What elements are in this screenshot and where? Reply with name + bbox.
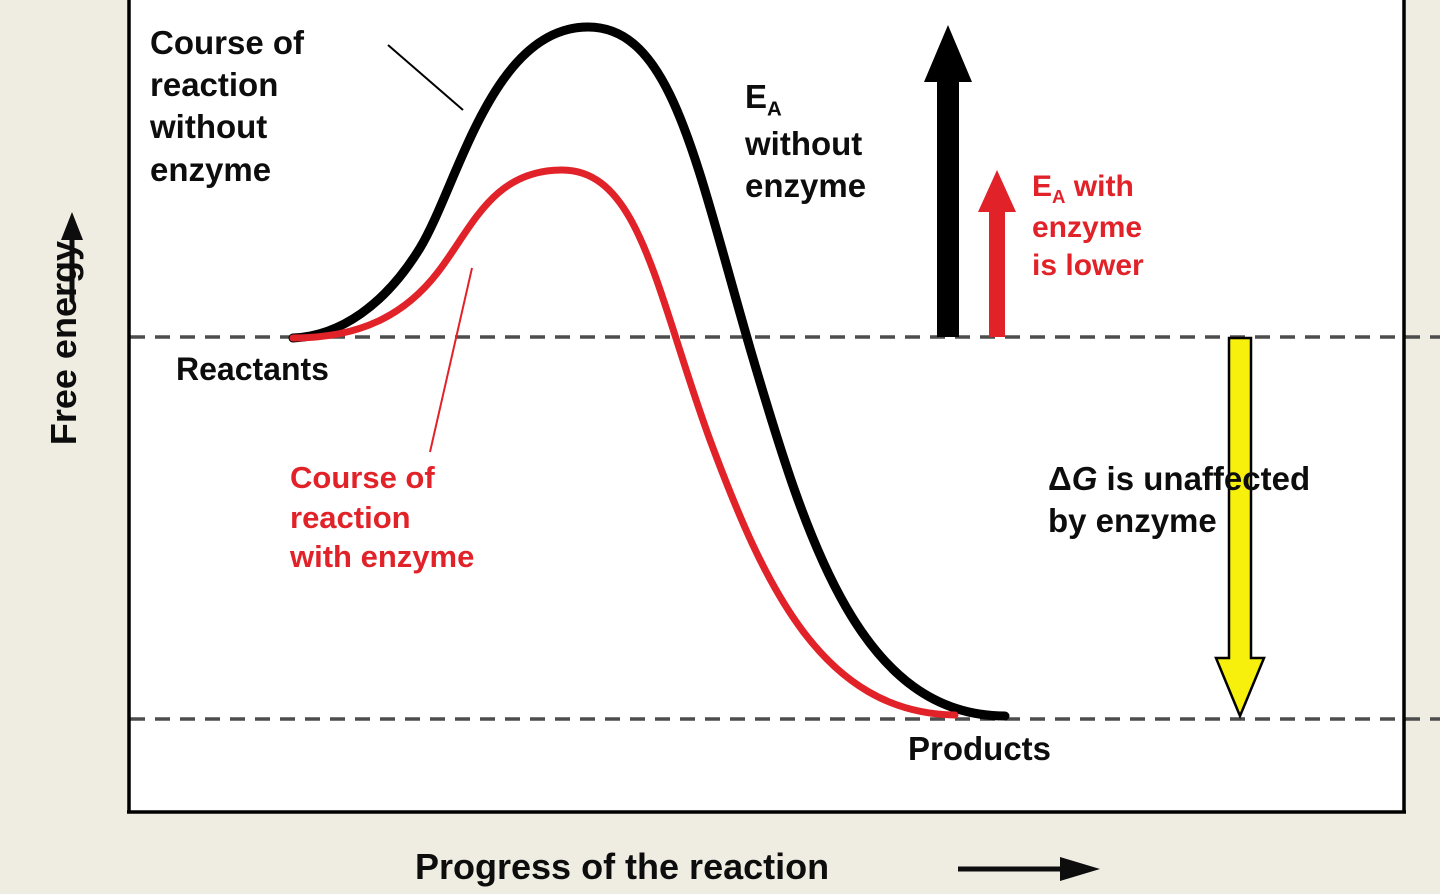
ea-subscript-red: A xyxy=(1052,186,1066,207)
course-without-enzyme-label: Course of reaction without enzyme xyxy=(150,24,305,188)
ea-symbol-red: E xyxy=(1032,170,1053,203)
delta-symbol: Δ xyxy=(1048,460,1072,497)
ea-with-text: with enzyme is lower xyxy=(1032,170,1144,283)
ea-with-enzyme-arrow xyxy=(978,170,1016,337)
delta-g-text: is unaffected by enzyme xyxy=(1048,460,1311,540)
g-symbol: G xyxy=(1071,460,1098,497)
curve-without-enzyme xyxy=(288,22,1010,721)
y-axis-label: Free energy xyxy=(43,241,84,446)
x-axis-label: Progress of the reaction xyxy=(415,846,830,887)
delta-g-label: ΔG is unaffected by enzyme xyxy=(1048,458,1310,542)
delta-g-arrow xyxy=(1214,336,1266,720)
pointer-line-without-enzyme xyxy=(387,44,464,111)
progress-arrow-head xyxy=(1060,857,1100,881)
ea-subscript: A xyxy=(767,97,782,121)
ea-without-text: without enzyme xyxy=(745,124,867,204)
free-energy-arrow-head xyxy=(61,212,83,240)
ea-with-enzyme-label: EA with enzyme is lower xyxy=(1032,168,1144,286)
reactants-label: Reactants xyxy=(176,351,329,387)
ea-without-enzyme-label: EA without enzyme xyxy=(745,76,866,207)
ea-without-enzyme-arrow xyxy=(924,25,972,337)
pointer-line-with-enzyme xyxy=(429,267,473,453)
curve-with-enzyme xyxy=(289,166,959,719)
products-label: Products xyxy=(908,730,1052,767)
course-with-enzyme-label: Course of reaction with enzyme xyxy=(290,460,475,575)
ea-symbol: E xyxy=(745,78,768,115)
y-axis-label-wrap: Free energy xyxy=(14,195,114,635)
